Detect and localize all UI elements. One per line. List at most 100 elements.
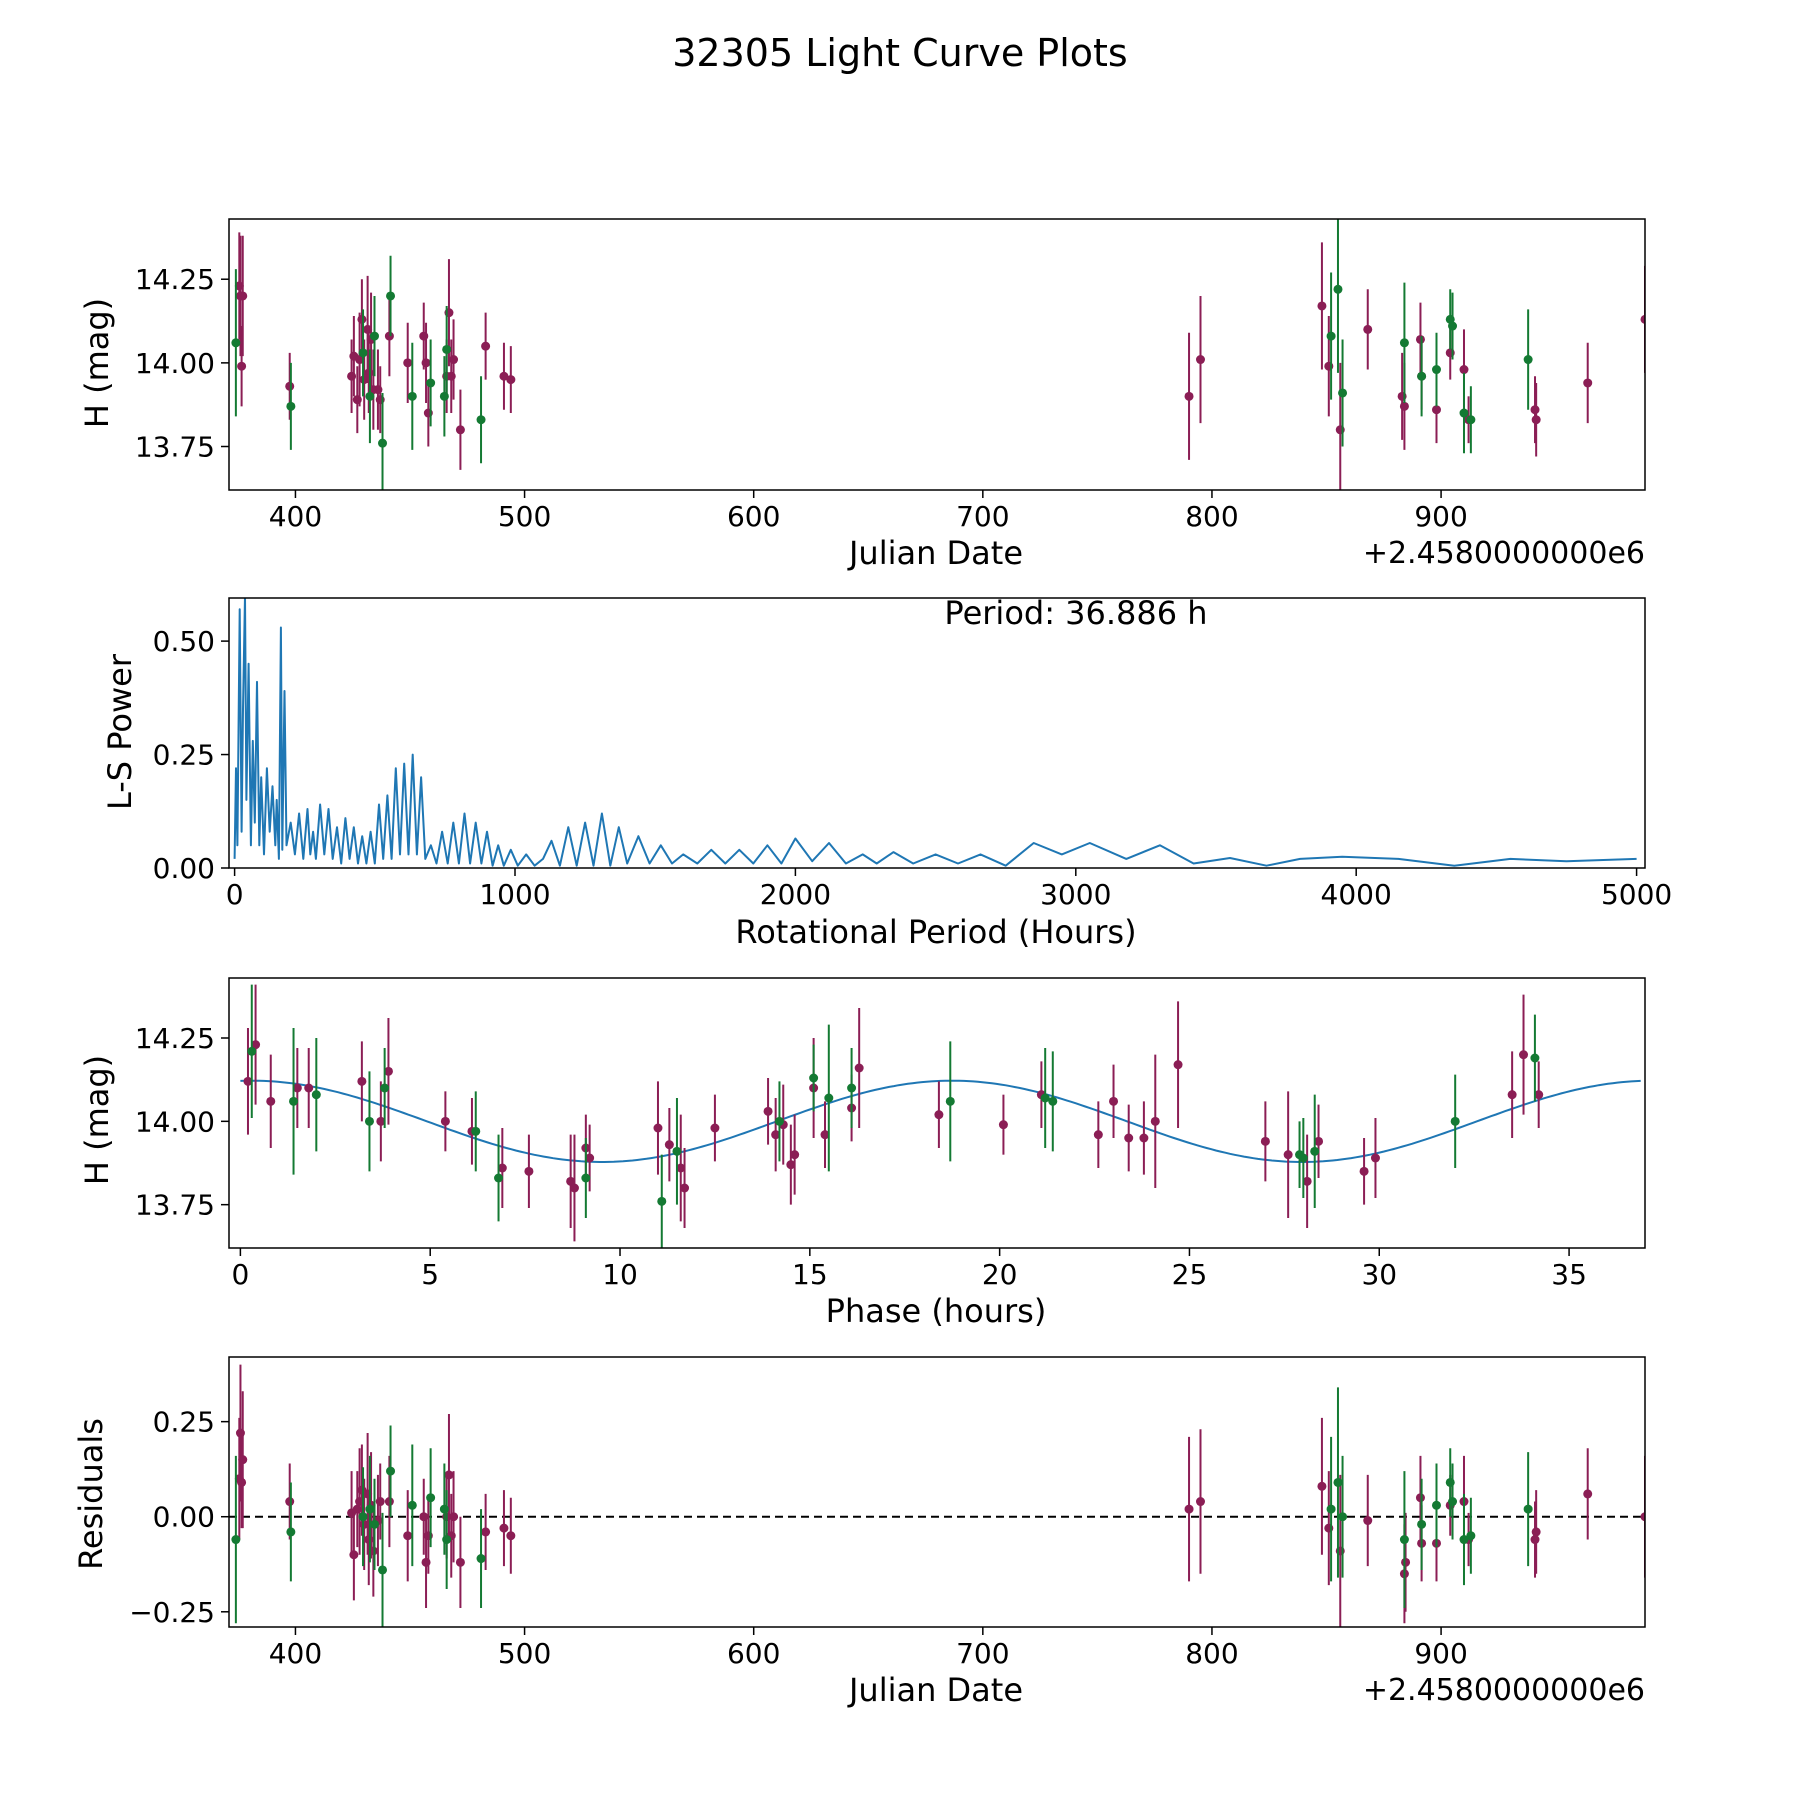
data-point-r [349, 1550, 359, 1560]
data-point-g [378, 1565, 388, 1575]
data-point-r [1459, 365, 1469, 375]
residuals-plot-area [229, 1364, 1645, 1627]
phased-xtick-label: 25 [1172, 1258, 1208, 1291]
phased-xtick-label: 10 [602, 1258, 638, 1291]
data-point-r [1530, 405, 1540, 415]
data-point-r [285, 1497, 295, 1507]
residuals-xtick-label: 700 [956, 1637, 1009, 1670]
periodogram-xlabel: Rotational Period (Hours) [735, 913, 1136, 951]
data-point-r [455, 1557, 465, 1567]
phased-ytick-label: 13.75 [135, 1189, 215, 1222]
data-point-g [1459, 408, 1469, 418]
data-point-g [476, 1554, 486, 1564]
lightcurve-ytick-label: 14.25 [135, 263, 215, 296]
residuals-xtick-label: 800 [1185, 1637, 1238, 1670]
data-point-g [1523, 355, 1533, 365]
data-point-r [266, 1096, 276, 1106]
data-point-g [1338, 388, 1348, 398]
phased-xtick-label: 20 [982, 1258, 1018, 1291]
data-point-r [243, 1076, 253, 1086]
phased-xtick-label: 30 [1361, 1258, 1397, 1291]
residuals-x-offset: +2.4580000000e6 [1363, 1673, 1645, 1708]
data-point-r [1415, 1493, 1425, 1503]
lightcurve-plot-area [231, 219, 1645, 490]
data-point-r [1583, 1489, 1593, 1499]
data-point-r [403, 1531, 413, 1541]
data-point-g [1466, 415, 1476, 425]
model-curve [240, 1079, 1641, 1163]
phased-ytick-label: 14.25 [135, 1022, 215, 1055]
data-point-r [763, 1106, 773, 1116]
data-point-r [444, 1470, 454, 1480]
data-point-r [1431, 405, 1441, 415]
data-point-g [1298, 1153, 1308, 1163]
data-point-r [1507, 1090, 1517, 1100]
data-point-r [1530, 1535, 1540, 1545]
periodogram-ytick-label: 0.00 [153, 852, 215, 885]
data-point-g [581, 1173, 591, 1183]
data-point-r [1139, 1133, 1149, 1143]
data-point-r [1302, 1176, 1312, 1186]
data-point-r [234, 281, 244, 291]
phased-ytick-label: 14.00 [135, 1105, 215, 1138]
data-point-r [237, 361, 247, 371]
data-point-r [1093, 1130, 1103, 1140]
data-point-r [481, 341, 491, 351]
data-point-g [847, 1083, 857, 1093]
data-point-g [1459, 1535, 1469, 1545]
lightcurve-ylabel: H (mag) [78, 298, 116, 428]
data-point-g [1326, 331, 1336, 341]
data-point-r [585, 1153, 595, 1163]
data-point-r [1184, 391, 1194, 401]
data-point-g [1310, 1146, 1320, 1156]
data-point-r [934, 1110, 944, 1120]
data-point-g [380, 1083, 390, 1093]
data-point-r [238, 1455, 248, 1465]
data-point-r [506, 1531, 516, 1541]
data-point-r [1534, 1090, 1544, 1100]
data-point-r [1640, 1512, 1645, 1522]
data-point-g [426, 1493, 436, 1503]
periodogram-line [233, 598, 1637, 867]
phased-xtick-label: 0 [231, 1258, 249, 1291]
periodogram-xtick-label: 1000 [479, 878, 550, 911]
data-point-r [449, 355, 459, 365]
data-point-g [1399, 1535, 1409, 1545]
data-point-r [304, 1083, 314, 1093]
data-point-r [786, 1160, 796, 1170]
lightcurve-xtick-label: 400 [269, 500, 322, 533]
data-point-r [1124, 1133, 1134, 1143]
data-point-g [286, 1527, 296, 1537]
data-point-g [386, 291, 396, 301]
data-point-g [1530, 1053, 1540, 1063]
lightcurve-xtick-label: 900 [1414, 500, 1467, 533]
phased-xtick-label: 5 [421, 1258, 439, 1291]
data-point-r [680, 1183, 690, 1193]
data-point-g [231, 338, 241, 348]
phased-xtick-label: 35 [1551, 1258, 1587, 1291]
periodogram-ytick-label: 0.50 [153, 625, 215, 658]
data-point-r [384, 331, 394, 341]
data-point-r [771, 1130, 781, 1140]
data-point-r [375, 1497, 385, 1507]
data-point-g [369, 331, 379, 341]
lightcurve-ytick-label: 13.75 [135, 431, 215, 464]
data-point-r [376, 1116, 386, 1126]
data-point-g [358, 1512, 368, 1522]
data-point-r [440, 1116, 450, 1126]
data-point-g [1448, 1497, 1458, 1507]
residuals-xtick-label: 900 [1414, 1637, 1467, 1670]
lightcurve-xtick-label: 800 [1185, 500, 1238, 533]
data-point-r [251, 1040, 261, 1050]
data-point-r [1184, 1504, 1194, 1514]
periodogram-panel: Rotational Period (Hours) L-S Power Peri… [101, 594, 1672, 951]
data-point-r [359, 1519, 369, 1529]
data-point-r [357, 314, 367, 324]
data-point-r [384, 1497, 394, 1507]
data-point-r [499, 1523, 509, 1533]
data-point-r [363, 324, 373, 334]
residuals-xtick-label: 400 [269, 1637, 322, 1670]
data-point-g [365, 1504, 375, 1514]
data-point-g [1417, 371, 1427, 381]
